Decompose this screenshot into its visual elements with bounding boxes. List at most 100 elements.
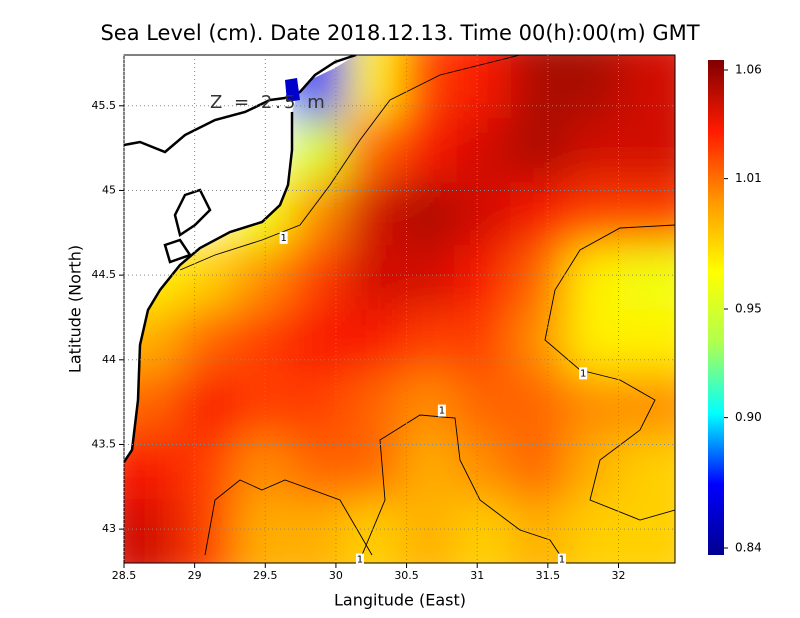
- colorbar-tick-label: 1.06: [735, 63, 762, 77]
- field-cell: [179, 499, 236, 563]
- field-cell: [620, 372, 675, 437]
- colorbar-tick-label: 0.84: [735, 541, 762, 555]
- contour-label-bg: [557, 553, 566, 566]
- field-cell: [290, 245, 347, 310]
- contour-label-bg: [355, 553, 364, 566]
- field: [124, 55, 675, 563]
- field-cell: [234, 245, 292, 310]
- x-axis-label: Langitude (East): [334, 591, 466, 610]
- field-cell: [400, 55, 457, 120]
- field-cell: [455, 55, 512, 120]
- field-cell: [455, 309, 512, 374]
- field-cell: [234, 372, 292, 437]
- field-cell: [179, 436, 236, 501]
- field-cell: [510, 55, 567, 120]
- x-tick-label: 28.5: [112, 569, 137, 582]
- colorbar: [708, 60, 724, 555]
- field-cell: [400, 372, 457, 437]
- field-cell: [510, 372, 567, 437]
- contour-label-bg: [579, 367, 588, 380]
- colorbar-tick-label: 0.90: [735, 410, 762, 424]
- field-cell: [290, 436, 347, 501]
- field-cell: [455, 499, 512, 563]
- field-cell: [565, 499, 622, 563]
- contour-lines: [179, 55, 675, 556]
- field-cell: [455, 436, 512, 501]
- field-cell: [565, 309, 622, 374]
- field-cell: [565, 55, 622, 120]
- field-cell: [345, 309, 402, 374]
- field-cell: [234, 499, 292, 563]
- field-cell: [400, 118, 457, 183]
- field-cell: [455, 182, 512, 247]
- y-axis-label: Latitude (North): [66, 245, 85, 373]
- field-cell: [455, 245, 512, 310]
- y-tick-label: 43: [102, 522, 116, 535]
- contour-label: 1: [280, 233, 286, 244]
- field-cell: [234, 309, 292, 374]
- field-cell: [620, 245, 675, 310]
- field-cell: [510, 499, 567, 563]
- x-tick-label: 29.5: [253, 569, 278, 582]
- field-cell: [234, 436, 292, 501]
- field-cell: [179, 309, 236, 374]
- contour-label: 1: [559, 555, 565, 566]
- field-cell: [620, 118, 675, 183]
- field-cell: [345, 118, 402, 183]
- field-cell: [290, 309, 347, 374]
- y-tick-label: 45: [102, 183, 116, 196]
- field-cell: [565, 118, 622, 183]
- contour-label: 1: [439, 406, 445, 417]
- field-cell: [510, 118, 567, 183]
- field-cell: [400, 309, 457, 374]
- field-cell: [620, 55, 675, 120]
- field-cell: [565, 245, 622, 310]
- field-cell: [345, 245, 402, 310]
- field-cell: [510, 245, 567, 310]
- field-cell: [124, 499, 181, 563]
- field-cell: [345, 182, 402, 247]
- field-cell: [345, 499, 402, 563]
- field-cell: [290, 499, 347, 563]
- y-tick-label: 44: [102, 353, 116, 366]
- field-cell: [345, 436, 402, 501]
- colorbar-tick-label: 0.95: [735, 302, 762, 316]
- field-cell: [455, 118, 512, 183]
- colorbar-tick-label: 1.01: [735, 171, 762, 185]
- annotation: Z = 2.5 m: [210, 92, 328, 113]
- field-cell: [620, 309, 675, 374]
- field-cell: [400, 182, 457, 247]
- field-cell: [620, 499, 675, 563]
- x-tick-label: 30: [329, 569, 343, 582]
- contour-label-bg: [437, 404, 446, 417]
- field-cell: [290, 182, 347, 247]
- field-cell: [510, 182, 567, 247]
- field-cell: [620, 436, 675, 501]
- field-cell: [455, 372, 512, 437]
- field-cell: [179, 372, 236, 437]
- field-cell: [400, 436, 457, 501]
- contour-label: 1: [580, 368, 586, 379]
- plot-frame: [123, 54, 676, 564]
- x-tick-label: 30.5: [394, 569, 419, 582]
- field-cell: [565, 372, 622, 437]
- y-tick-label: 44.5: [92, 268, 117, 281]
- field-cell: [345, 55, 402, 120]
- y-tick-label: 43.5: [92, 437, 117, 450]
- x-tick-label: 29: [188, 569, 202, 582]
- field-cell: [510, 436, 567, 501]
- field-cell: [400, 499, 457, 563]
- field-cell: [565, 436, 622, 501]
- field-cell: [345, 372, 402, 437]
- contour-label: 1: [357, 555, 363, 566]
- chart-title: Sea Level (cm). Date 2018.12.13. Time 00…: [100, 21, 699, 45]
- field-cell: [290, 118, 347, 183]
- field-cell: [400, 245, 457, 310]
- field-cell: [620, 182, 675, 247]
- field-cell: [290, 372, 347, 437]
- contour-label-bg: [279, 231, 288, 244]
- x-tick-label: 32: [611, 569, 625, 582]
- field-cell: [510, 309, 567, 374]
- x-tick-label: 31: [470, 569, 484, 582]
